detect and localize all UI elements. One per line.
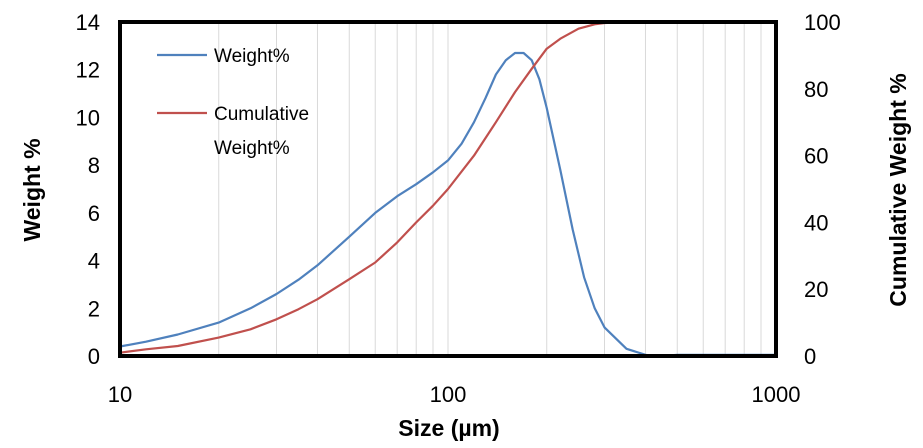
y-tick-label: 0 [88, 344, 100, 369]
y-tick-label: 10 [76, 105, 100, 130]
y2-axis-title: Cumulative Weight % [885, 73, 911, 306]
vertical-gridlines [218, 22, 762, 356]
legend-label: Weight% [214, 46, 290, 67]
x-axis-ticks: 10 100 1000 [108, 382, 801, 407]
y2-tick-label: 0 [804, 344, 816, 369]
y2-tick-label: 20 [804, 277, 828, 302]
y2-tick-label: 80 [804, 77, 828, 102]
legend-label: Weight% [214, 138, 290, 159]
y2-tick-label: 40 [804, 210, 828, 235]
x-tick-label: 100 [430, 382, 467, 407]
y-tick-label: 14 [76, 10, 100, 35]
y-tick-label: 4 [88, 249, 100, 274]
y-tick-label: 8 [88, 153, 100, 178]
y-tick-label: 12 [76, 58, 100, 83]
legend-label: Cumulative [214, 104, 309, 125]
x-tick-label: 1000 [752, 382, 801, 407]
y-tick-label: 6 [88, 201, 100, 226]
y-tick-label: 2 [88, 296, 100, 321]
right-axis-ticks: 0 20 40 60 80 100 [804, 10, 841, 369]
y2-tick-label: 100 [804, 10, 841, 35]
left-axis-ticks: 0 2 4 6 8 10 12 14 [76, 10, 100, 369]
x-tick-label: 10 [108, 382, 132, 407]
y2-tick-label: 60 [804, 144, 828, 169]
legend: Weight% Cumulative Weight% [157, 46, 309, 159]
y-axis-title: Weight % [19, 138, 45, 241]
x-axis-title: Size (µm) [398, 415, 499, 441]
plot-area-border [118, 20, 778, 358]
